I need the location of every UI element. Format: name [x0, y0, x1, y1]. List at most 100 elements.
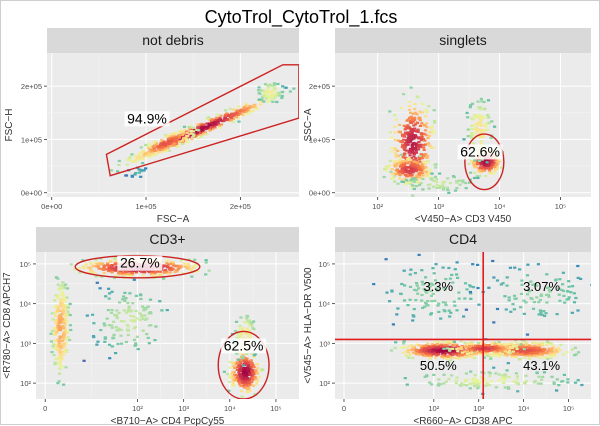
event-point: [546, 350, 550, 354]
event-point: [199, 129, 203, 132]
event-point: [218, 126, 222, 129]
event-point: [527, 351, 531, 354]
event-point: [475, 175, 479, 178]
event-point: [230, 373, 234, 376]
event-point: [157, 151, 161, 154]
event-point: [108, 292, 112, 295]
tick-label-x: 1e+05: [136, 202, 157, 211]
event-point: [143, 318, 147, 321]
event-point: [237, 120, 241, 123]
event-point: [187, 127, 192, 130]
event-point: [486, 352, 490, 355]
event-point: [515, 355, 519, 359]
event-point: [495, 307, 500, 311]
event-point: [57, 380, 61, 383]
quadrant-percent-label: 3.3%: [423, 279, 453, 294]
event-point: [423, 349, 427, 352]
event-point: [442, 373, 446, 376]
event-point: [145, 333, 149, 336]
event-point: [415, 289, 419, 292]
event-point: [420, 171, 424, 175]
event-point: [244, 352, 249, 355]
event-point: [504, 308, 508, 311]
event-point: [441, 301, 445, 304]
event-point: [561, 353, 566, 356]
event-point: [521, 344, 525, 347]
event-point: [97, 262, 101, 265]
event-point: [491, 341, 495, 344]
event-point: [218, 124, 222, 128]
tick-label-y: 1e+05: [309, 135, 330, 144]
event-point: [550, 353, 554, 357]
event-point: [565, 298, 569, 301]
event-point: [400, 145, 404, 149]
event-point: [126, 325, 130, 328]
event-point: [520, 345, 524, 348]
event-point: [251, 326, 255, 329]
event-point: [58, 309, 62, 312]
event-point: [272, 82, 276, 85]
event-point: [530, 352, 534, 355]
event-point: [92, 322, 96, 325]
event-point: [267, 86, 271, 89]
event-point: [573, 346, 577, 349]
event-point: [176, 267, 180, 271]
event-point: [432, 185, 436, 188]
event-point: [262, 100, 266, 103]
event-point: [473, 384, 477, 388]
event-point: [393, 147, 397, 150]
event-point: [436, 347, 440, 350]
event-point: [469, 292, 473, 295]
event-point: [241, 337, 245, 340]
event-point: [448, 347, 452, 350]
event-point: [141, 329, 145, 332]
event-point: [219, 114, 223, 117]
event-point: [461, 355, 465, 358]
event-point: [416, 128, 420, 131]
event-point: [237, 105, 241, 108]
event-point: [228, 107, 232, 110]
event-point: [62, 306, 66, 309]
event-point: [444, 352, 448, 355]
event-point: [426, 354, 430, 357]
event-point: [489, 357, 493, 360]
event-point: [540, 313, 544, 316]
event-point: [124, 174, 129, 177]
event-point: [432, 346, 436, 350]
tick-label-y: 10³: [319, 339, 330, 348]
event-point: [454, 353, 458, 356]
event-point: [237, 334, 241, 337]
event-point: [403, 156, 407, 159]
event-point: [172, 264, 176, 267]
axis-title-x: <V450−A> CD3 V450: [415, 214, 512, 225]
event-point: [523, 344, 527, 347]
event-point: [517, 345, 521, 348]
event-point: [193, 263, 197, 266]
event-point: [444, 380, 448, 383]
event-point: [398, 159, 402, 162]
event-point: [422, 146, 426, 149]
event-point: [230, 371, 234, 374]
event-point: [511, 350, 515, 353]
event-point: [453, 189, 458, 192]
event-point: [208, 129, 212, 132]
event-point: [237, 375, 241, 378]
event-point: [207, 269, 211, 272]
event-point: [246, 360, 250, 363]
event-point: [61, 327, 66, 330]
event-point: [428, 171, 432, 174]
event-point: [501, 348, 505, 351]
event-point: [473, 114, 477, 117]
event-point: [452, 340, 456, 343]
event-point: [145, 317, 149, 320]
event-point: [406, 166, 410, 169]
event-point: [102, 264, 107, 267]
event-point: [394, 164, 398, 167]
event-point: [547, 289, 551, 292]
event-point: [131, 302, 135, 305]
event-point: [559, 343, 563, 346]
event-point: [422, 288, 426, 291]
event-point: [105, 264, 110, 267]
event-point: [199, 135, 203, 138]
event-point: [222, 370, 226, 373]
